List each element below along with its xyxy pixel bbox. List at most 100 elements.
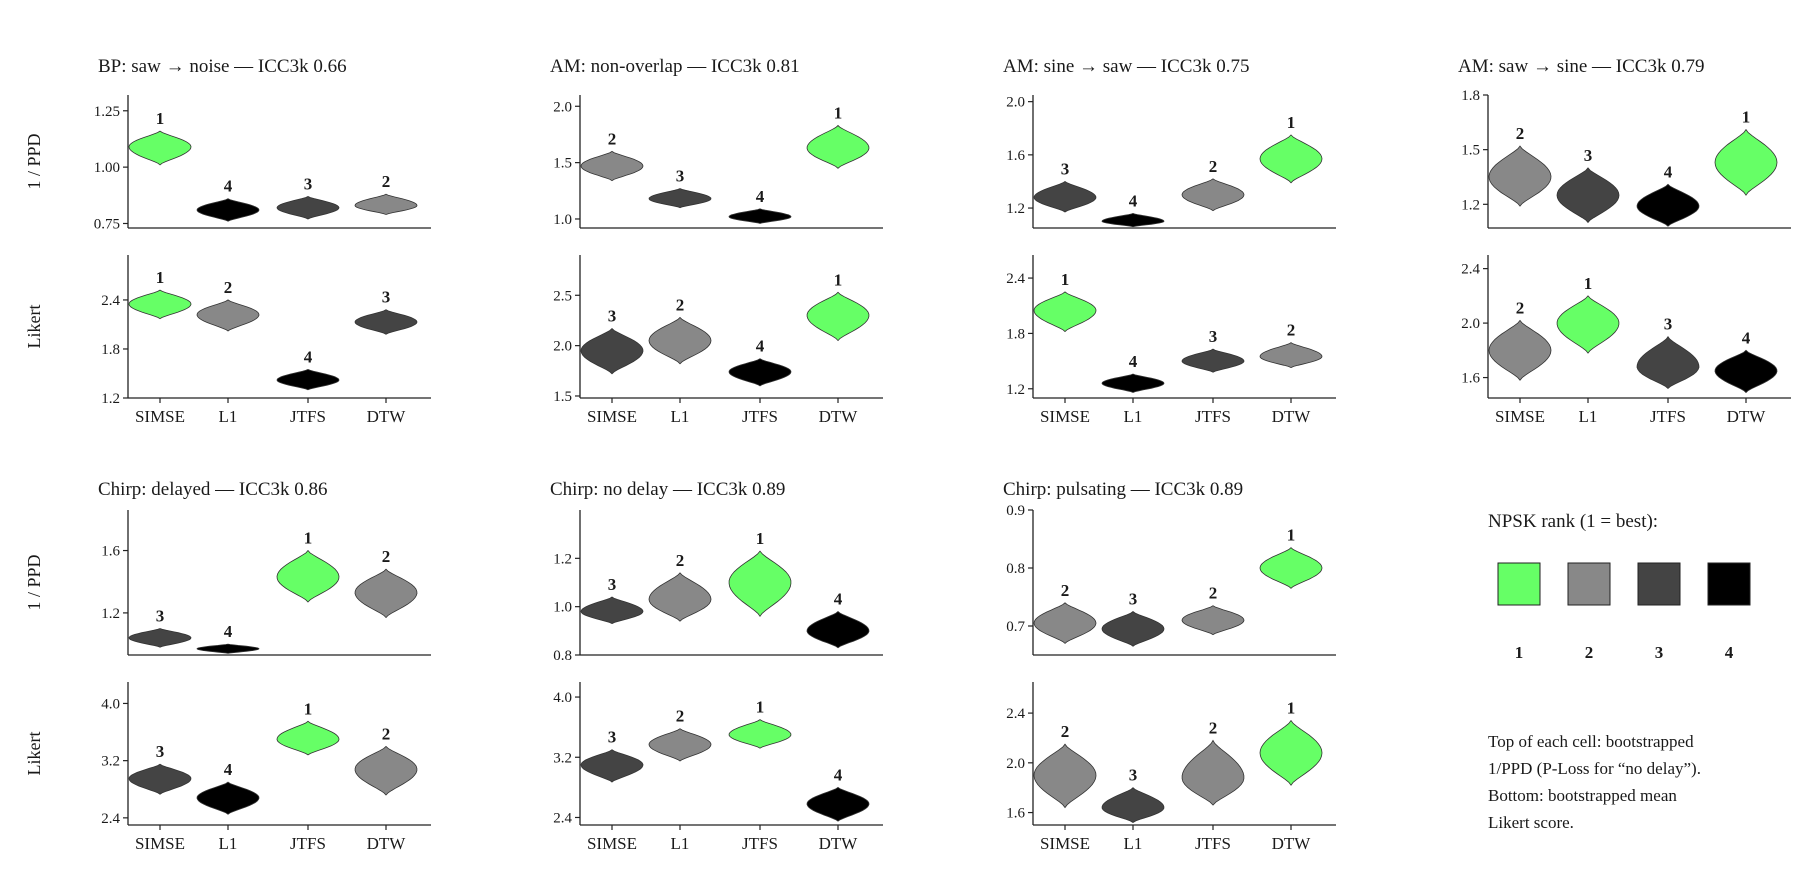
category-label: SIMSE <box>135 407 185 426</box>
bottom-panel: 1.5 2.0 2.5 3 2 4 1 SIMSE L1 JTFS DTW <box>553 255 883 426</box>
top-panel: 1.2 1.5 1.8 2 3 4 1 <box>1461 88 1791 229</box>
rank-label: 4 <box>1664 162 1673 181</box>
violin-l1 <box>1556 167 1620 224</box>
category-label: JTFS <box>290 407 326 426</box>
y-tick-label: 1.8 <box>1006 326 1025 342</box>
y-tick-label: 1.6 <box>1461 371 1480 387</box>
y-tick-label: 0.8 <box>553 648 572 664</box>
y-tick-label: 2.0 <box>1006 95 1025 111</box>
note-line-3: Bottom: bootstrapped mean <box>1488 786 1677 805</box>
rank-label: 3 <box>1129 766 1138 785</box>
chart-title: Chirp: delayed — ICC3k 0.86 <box>98 479 328 500</box>
rank-label: 4 <box>304 347 313 366</box>
rank-label: 1 <box>834 270 843 289</box>
rank-label: 3 <box>608 307 617 326</box>
violin-l1 <box>196 198 260 222</box>
y-tick-label: 1.00 <box>94 160 120 176</box>
violin-jtfs <box>1181 348 1245 373</box>
violin-jtfs <box>276 549 340 603</box>
violin-simse <box>580 327 644 375</box>
chart-cell-5: Chirp: delayed — ICC3k 0.86 1.2 1.6 1 / PPD… <box>24 479 431 853</box>
violin-jtfs <box>728 358 792 387</box>
violin-dtw <box>354 568 418 619</box>
violin-dtw <box>354 309 418 335</box>
legend-swatch-1 <box>1497 562 1541 606</box>
y-tick-label: 4.0 <box>101 696 120 712</box>
y-tick-label: 4.0 <box>553 690 572 706</box>
panels: BP: saw → noise — ICC3k 0.66 0.75 1.00 1.25… <box>24 56 1791 853</box>
y-tick-label: 1.2 <box>553 551 572 567</box>
violin-jtfs <box>1636 183 1700 227</box>
rank-label: 1 <box>1584 274 1593 293</box>
violin-dtw <box>806 786 870 822</box>
violin-simse <box>580 749 644 783</box>
rank-label: 4 <box>1129 191 1138 210</box>
violin-simse <box>128 628 192 648</box>
violin-dtw <box>354 745 418 796</box>
category-label: L1 <box>671 407 690 426</box>
y-tick-label: 1.2 <box>1006 382 1025 398</box>
violin-l1 <box>196 643 260 654</box>
violin-dtw <box>354 193 418 215</box>
violin-dtw <box>1259 134 1323 184</box>
rank-label: 3 <box>304 174 313 193</box>
violin-l1 <box>648 572 712 622</box>
violin-jtfs <box>728 208 792 224</box>
legend-swatch-3 <box>1637 562 1681 606</box>
bottom-panel: 1.2 1.8 2.4 Likert 1 2 4 3 SIMSE L1 JTFS DTW <box>24 255 431 426</box>
rank-label: 2 <box>382 172 391 191</box>
y-axis-label: 1 / PPD <box>24 133 44 189</box>
y-tick-label: 0.9 <box>1006 503 1025 519</box>
rank-label: 2 <box>382 547 391 566</box>
rank-label: 1 <box>1742 108 1751 127</box>
violin-simse <box>1033 602 1097 644</box>
chart-cell-2: AM: non-overlap — ICC3k 0.81 1.0 1.5 2.0 2 3 4… <box>550 56 883 426</box>
rank-label: 4 <box>834 765 843 784</box>
y-tick-label: 0.8 <box>1006 561 1025 577</box>
y-axis-label: Likert <box>24 732 44 776</box>
category-label: DTW <box>367 834 407 853</box>
rank-label: 1 <box>756 698 765 717</box>
rank-label: 2 <box>1209 584 1218 603</box>
rank-label: 2 <box>676 707 685 726</box>
bottom-panel: 2.4 3.2 4.0 3 2 1 4 SIMSE L1 JTFS DTW <box>553 682 883 853</box>
y-tick-label: 2.0 <box>1006 756 1025 772</box>
violin-l1 <box>1101 212 1165 228</box>
violin-dtw <box>1259 342 1323 369</box>
rank-label: 2 <box>608 129 617 148</box>
violin-simse <box>580 596 644 625</box>
violin-simse <box>580 150 644 182</box>
category-label: JTFS <box>1195 834 1231 853</box>
violin-simse <box>128 763 192 795</box>
violin-jtfs <box>1181 739 1245 806</box>
y-tick-label: 3.2 <box>553 750 572 766</box>
rank-label: 4 <box>1129 352 1138 371</box>
bottom-panel: 2.4 3.2 4.0 Likert 3 4 1 2 SIMSE L1 JTFS DTW <box>24 682 431 853</box>
category-label: JTFS <box>742 407 778 426</box>
violin-simse <box>1033 181 1097 213</box>
bottom-panel: 1.6 2.0 2.4 2 1 3 4 SIMSE L1 JTFS DTW <box>1461 255 1791 426</box>
violin-dtw <box>1714 128 1778 196</box>
top-panel: 0.7 0.8 0.9 2 3 2 1 <box>1006 503 1336 656</box>
y-tick-label: 1.0 <box>553 212 572 228</box>
rank-label: 1 <box>1287 699 1296 718</box>
violin-jtfs <box>728 719 792 749</box>
y-tick-label: 2.4 <box>1006 271 1025 287</box>
violin-dtw <box>1259 547 1323 589</box>
legend: NPSK rank (1 = best): 1 2 3 4 <box>1488 511 1751 662</box>
legend-items: 1 2 3 4 <box>1497 562 1751 662</box>
note-line-2: 1/PPD (P-Loss for “no delay”). <box>1488 759 1701 778</box>
rank-label: 3 <box>382 288 391 307</box>
y-tick-label: 2.4 <box>101 293 120 309</box>
violin-simse <box>1033 743 1097 809</box>
y-tick-label: 1.0 <box>553 600 572 616</box>
y-tick-label: 2.4 <box>553 810 572 826</box>
chart-title: BP: saw → noise — ICC3k 0.66 <box>98 56 347 77</box>
y-tick-label: 1.5 <box>1461 143 1480 159</box>
violin-simse <box>128 130 192 166</box>
violin-l1 <box>648 188 712 209</box>
violin-simse <box>128 289 192 320</box>
y-tick-label: 3.2 <box>101 754 120 770</box>
violin-simse <box>1488 145 1552 207</box>
bottom-panel: 1.6 2.0 2.4 2 3 2 1 SIMSE L1 JTFS DTW <box>1006 682 1336 853</box>
